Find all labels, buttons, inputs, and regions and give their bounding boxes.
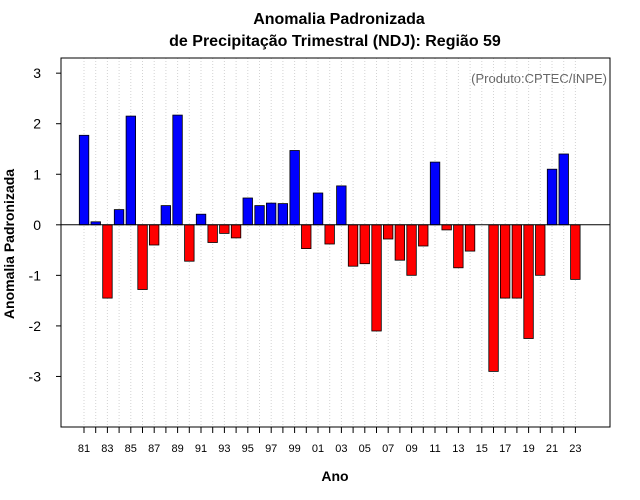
bar-2003 bbox=[336, 185, 347, 226]
bar-1981 bbox=[78, 134, 90, 226]
bar-2013 bbox=[453, 224, 464, 269]
x-tick-label: 15 bbox=[476, 443, 488, 455]
chart-subtitle: de Precipitação Trimestral (NDJ): Região… bbox=[169, 33, 501, 50]
y-axis-label: Anomalia Padronizada bbox=[1, 169, 17, 319]
x-tick-label: 81 bbox=[78, 443, 90, 455]
bar-2005 bbox=[359, 224, 370, 265]
bar-1988 bbox=[160, 205, 172, 226]
y-axis-ticks: -3 -2 -1 0 1 2 3 bbox=[29, 65, 61, 384]
chart-title: Anomalia Padronizada bbox=[253, 11, 425, 28]
x-tick-label: 19 bbox=[522, 443, 534, 455]
bar-2009 bbox=[406, 224, 417, 276]
x-axis-ticks: 81 83 85 87 89 91 93 95 97 99 01 03 05 07 09 11 13 15 17 19… bbox=[78, 427, 582, 455]
y-tick-label: -2 bbox=[29, 318, 42, 334]
bar-2012 bbox=[441, 224, 452, 231]
bar-2020 bbox=[535, 224, 546, 276]
bar-1989 bbox=[172, 114, 183, 226]
x-tick-label: 01 bbox=[312, 443, 324, 455]
x-tick-label: 03 bbox=[335, 443, 347, 455]
x-tick-label: 07 bbox=[382, 443, 394, 455]
x-tick-label: 83 bbox=[101, 443, 113, 455]
y-tick-label: 1 bbox=[33, 166, 41, 182]
bar-1984 bbox=[113, 209, 125, 226]
bar-1987 bbox=[148, 224, 160, 246]
plot-frame bbox=[60, 57, 611, 428]
bar-1997 bbox=[265, 202, 277, 226]
bar-2007 bbox=[382, 224, 394, 240]
x-tick-label: 93 bbox=[218, 443, 230, 455]
x-tick-label: 09 bbox=[405, 443, 417, 455]
bar-2008 bbox=[394, 224, 406, 261]
x-tick-label: 85 bbox=[125, 443, 137, 455]
bar-1986 bbox=[137, 224, 148, 290]
bar-2021 bbox=[546, 168, 558, 226]
x-tick-label: 99 bbox=[288, 443, 300, 455]
x-tick-label: 89 bbox=[171, 443, 183, 455]
bar-1998 bbox=[277, 203, 289, 226]
bar-2006 bbox=[371, 224, 382, 332]
x-tick-label: 13 bbox=[452, 443, 464, 455]
bars bbox=[78, 114, 581, 372]
bar-1993 bbox=[219, 224, 230, 234]
bar-1996 bbox=[254, 205, 265, 226]
x-tick-label: 23 bbox=[569, 443, 581, 455]
x-tick-label: 91 bbox=[195, 443, 207, 455]
x-tick-label: 97 bbox=[265, 443, 277, 455]
bar-2018 bbox=[511, 224, 522, 299]
x-axis-label: Ano bbox=[321, 468, 348, 484]
bar-1999 bbox=[289, 150, 300, 226]
bar-1994 bbox=[230, 224, 242, 239]
credit-label: (Produto:CPTEC/INPE) bbox=[471, 71, 607, 86]
x-tick-label: 05 bbox=[359, 443, 371, 455]
bar-2019 bbox=[523, 224, 534, 339]
bar-2000 bbox=[301, 224, 312, 250]
bar-2014 bbox=[464, 224, 476, 252]
x-tick-label: 17 bbox=[499, 443, 511, 455]
x-tick-label: 95 bbox=[242, 443, 254, 455]
bar-2002 bbox=[324, 224, 335, 245]
x-tick-label: 21 bbox=[546, 443, 558, 455]
y-tick-label: 3 bbox=[33, 65, 41, 81]
y-tick-label: -1 bbox=[29, 267, 42, 283]
y-tick-label: 2 bbox=[33, 116, 41, 132]
bar-2022 bbox=[558, 153, 569, 226]
bar-1992 bbox=[207, 224, 218, 243]
bar-2023 bbox=[570, 224, 581, 280]
bar-2017 bbox=[499, 224, 511, 299]
bar-1985 bbox=[125, 115, 136, 226]
bar-1990 bbox=[184, 224, 195, 262]
bar-2004 bbox=[347, 224, 359, 267]
bar-2016 bbox=[488, 224, 499, 372]
x-tick-label: 11 bbox=[429, 443, 440, 455]
x-tick-label: 87 bbox=[148, 443, 160, 455]
y-tick-label: -3 bbox=[29, 368, 42, 384]
bar-1991 bbox=[195, 213, 207, 226]
bar-2011 bbox=[429, 161, 441, 226]
bar-1995 bbox=[242, 197, 253, 226]
y-tick-label: 0 bbox=[33, 217, 41, 233]
bar-2010 bbox=[418, 224, 429, 247]
bar-2001 bbox=[312, 192, 324, 226]
bar-1983 bbox=[102, 224, 113, 299]
